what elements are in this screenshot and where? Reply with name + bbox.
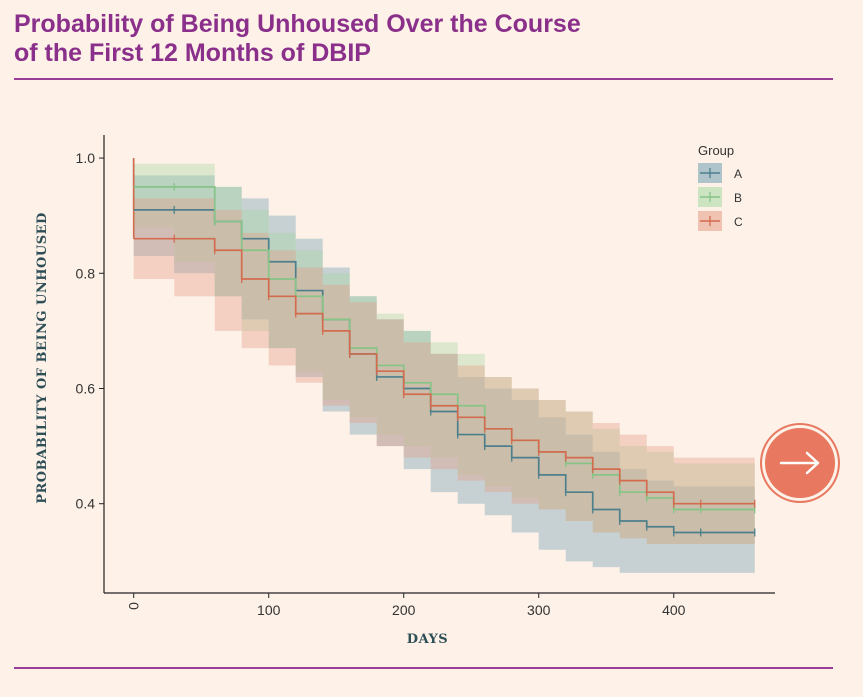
page-title: Probability of Being Unhoused Over the C… [14,10,714,68]
y-tick-label: 0.8 [76,265,96,281]
x-tick-label: 100 [257,602,281,618]
x-tick-label: 200 [392,602,416,618]
y-tick-label: 0.4 [76,496,96,512]
y-tick-label: 1.0 [76,150,96,166]
band-a [133,175,755,573]
title-line-1: Probability of Being Unhoused Over the C… [14,10,581,38]
legend-label-c: C [734,215,743,229]
y-tick-label: 0.6 [76,380,96,396]
x-axis-label: DAYS [407,632,448,647]
legend-label-a: A [734,167,742,181]
x-tick-label: 0 [126,602,142,610]
legend-title: Group [698,143,734,158]
band-c [133,198,755,545]
y-axis-label: PROBABILITY OF BEING UNHOUSED [35,212,50,504]
next-button[interactable] [765,428,835,498]
x-tick-label: 300 [527,602,551,618]
arrow-right-icon [779,451,820,475]
title-line-2: of the First 12 Months of DBIP [14,39,371,67]
legend-label-b: B [734,191,742,205]
footer-divider [14,667,833,669]
band-b [133,163,755,545]
series-line-c [133,237,755,505]
title-divider [14,78,833,80]
x-tick-label: 400 [662,602,686,618]
